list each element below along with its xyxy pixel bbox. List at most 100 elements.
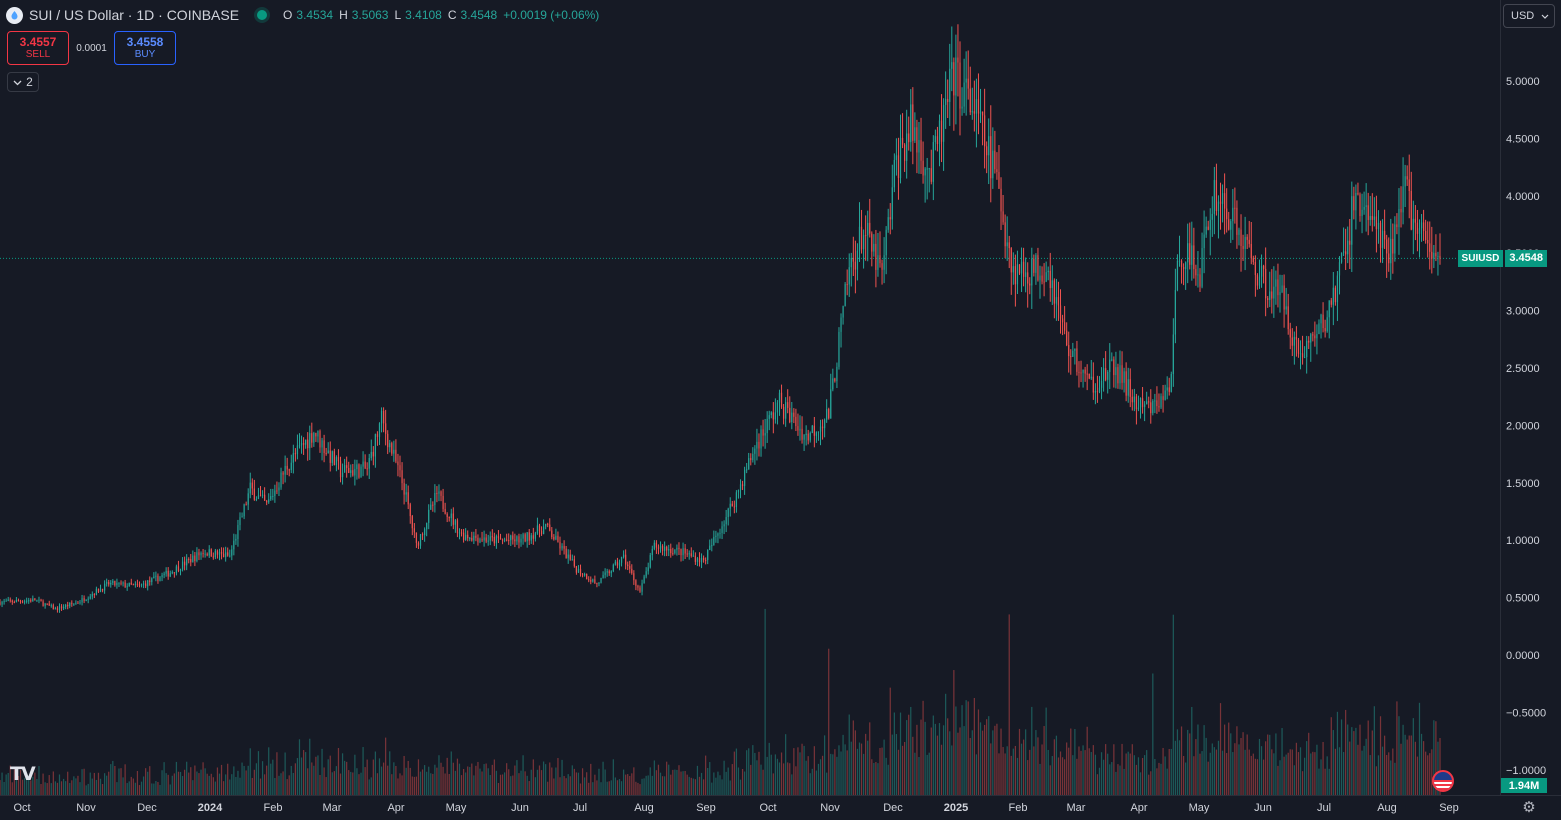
candle-body: [901, 137, 904, 145]
candle-body: [803, 435, 805, 440]
volume-bar: [651, 775, 653, 795]
volume-bar: [1240, 737, 1242, 795]
volume-bar: [807, 756, 809, 795]
volume-bar: [56, 782, 59, 795]
candle-body: [1154, 400, 1156, 402]
volume-bar: [1312, 751, 1314, 795]
volume-bar: [1336, 711, 1339, 795]
candle-body: [1219, 201, 1222, 204]
candle-body: [467, 534, 469, 539]
candle-body: [1074, 348, 1076, 351]
candle-body: [284, 465, 286, 475]
time-axis-label: Mar: [1067, 802, 1086, 814]
volume-bar: [559, 777, 561, 795]
volume-bar: [1131, 744, 1133, 795]
volume-bar: [1074, 729, 1076, 795]
volume-bar: [465, 772, 467, 795]
candle-body: [1326, 317, 1328, 332]
volume-bar: [389, 751, 391, 795]
volume-bar: [1035, 730, 1037, 795]
volume-bar: [1429, 753, 1431, 795]
symbol-title[interactable]: SUI / US Dollar · 1D · COINBASE: [29, 7, 240, 23]
volume-bar: [938, 723, 941, 795]
candle-body: [1094, 391, 1096, 393]
candle-body: [1125, 371, 1127, 396]
volume-bar: [1404, 734, 1406, 795]
candle-body: [1102, 368, 1105, 382]
candle-body: [374, 434, 376, 457]
volume-bar: [1144, 755, 1146, 795]
candle-body: [707, 549, 709, 560]
candle-body: [686, 553, 688, 555]
candle-body: [758, 441, 760, 449]
price-axis[interactable]: 5.00004.50004.00003.50003.00002.50002.00…: [1506, 76, 1546, 777]
candle-body: [477, 537, 479, 543]
candle-body: [649, 555, 651, 568]
indicators-toggle[interactable]: 2: [7, 72, 39, 92]
volume-bar: [446, 757, 448, 795]
sell-button[interactable]: 3.4557 SELL: [7, 31, 69, 65]
buy-button[interactable]: 3.4558 BUY: [114, 31, 176, 65]
time-axis[interactable]: Oct Nov Dec 2024 Feb Mar Apr May Jun Jul Aug Sep Oct…: [13, 802, 1458, 814]
volume-bar: [479, 768, 481, 795]
candle-body: [1025, 272, 1027, 277]
volume-bar: [46, 783, 48, 795]
volume-bar: [1088, 748, 1090, 795]
volume-bar: [1125, 753, 1127, 795]
tradingview-logo-icon[interactable]: TV: [10, 763, 36, 785]
candle-body: [549, 524, 551, 531]
candle-body: [28, 600, 30, 602]
volume-bar: [856, 748, 859, 795]
us-flag-icon[interactable]: [1432, 770, 1454, 792]
candle-body: [1402, 186, 1404, 213]
volume-bar: [895, 734, 898, 795]
volume-bar: [190, 767, 192, 795]
volume-bar: [11, 782, 13, 795]
candle-body: [828, 409, 830, 419]
volume-bar: [227, 763, 229, 795]
time-axis-label: Jul: [573, 802, 587, 814]
volume-bar: [1277, 765, 1279, 795]
volume-bar: [1180, 726, 1183, 795]
candle-body: [1412, 218, 1414, 230]
settings-icon[interactable]: ⚙: [1522, 799, 1536, 816]
volume-bar: [497, 782, 500, 795]
volume-bar: [321, 748, 323, 795]
candle-body: [877, 255, 879, 270]
volume-bar: [1433, 720, 1435, 795]
candle-body: [1049, 270, 1051, 288]
candle-body: [811, 425, 813, 433]
volume-bar: [1289, 749, 1291, 795]
volume-bar: [754, 752, 756, 795]
volume-bar: [986, 719, 988, 795]
volume-bar: [631, 773, 633, 795]
volume-bar: [231, 774, 233, 795]
candle-body: [151, 578, 153, 583]
candle-body: [1031, 258, 1033, 286]
candle-body: [975, 99, 978, 114]
candle-body: [573, 559, 575, 567]
candle-body: [883, 255, 885, 270]
candle-body: [1057, 297, 1060, 306]
volume-bar: [358, 774, 360, 795]
candle-body: [737, 489, 740, 493]
volume-bar: [376, 773, 379, 795]
volume-bar: [768, 742, 770, 795]
volume-bar: [385, 737, 387, 795]
volume-bar: [680, 771, 682, 795]
candle-body: [1066, 330, 1068, 346]
volume-bar: [1304, 757, 1306, 795]
candle-body: [504, 539, 506, 541]
price-axis-label: 1.5000: [1506, 478, 1540, 490]
candle-body: [75, 602, 77, 604]
volume-bar: [635, 781, 637, 795]
candle-body: [251, 482, 253, 489]
candle-body: [834, 378, 836, 382]
currency-select[interactable]: USD: [1503, 4, 1555, 28]
candle-body: [651, 548, 653, 556]
volume-bar: [967, 701, 969, 795]
candle-body: [186, 558, 188, 566]
candle-body: [1035, 255, 1037, 273]
volume-bar: [1299, 747, 1302, 795]
